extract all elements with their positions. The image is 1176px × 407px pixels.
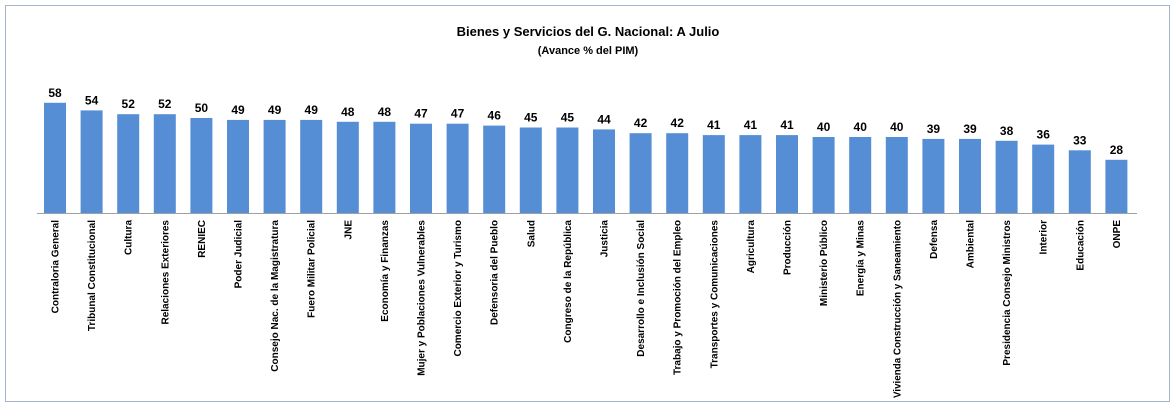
bar (885, 137, 908, 213)
x-tick-label: JNE (343, 220, 354, 240)
bar (153, 114, 176, 213)
value-label: 48 (378, 105, 392, 119)
x-tick-label: Energía y Minas (856, 220, 867, 297)
x-tick-label: Transportes y Comunicaciones (709, 220, 720, 369)
x-tick-label: Consejo Nac. de la Magistratura (270, 220, 281, 372)
x-tick-label: Defensa (929, 220, 940, 259)
bar (336, 121, 359, 213)
x-tick-label: Interior (1039, 220, 1050, 255)
value-label: 42 (671, 116, 685, 130)
bar (849, 137, 872, 213)
bar (263, 119, 286, 213)
bar (776, 135, 798, 213)
x-tick-label: Relaciones Exteriores (160, 220, 171, 325)
value-label: 41 (707, 118, 721, 132)
chart-title: Bienes y Servicios del G. Nacional: A Ju… (457, 24, 720, 39)
x-tick-label: Producción (783, 220, 794, 275)
x-tick-label: Poder Judicial (234, 220, 245, 289)
x-tick-label: Congreso de la República (563, 220, 574, 343)
bar (1105, 159, 1128, 213)
value-label: 49 (231, 103, 245, 117)
bar (922, 138, 945, 213)
value-label: 38 (1000, 124, 1014, 138)
x-tick-label: Mujer y Poblaciones Vulnerables (417, 220, 428, 376)
bar (227, 119, 249, 213)
bar (1068, 150, 1091, 213)
x-tick-label: RENIEC (197, 220, 208, 258)
x-tick-label: Trabajo y Promoción del Empleo (673, 220, 684, 375)
value-label: 44 (597, 112, 611, 126)
x-tick-label: Fuero Militar Policial (307, 220, 318, 318)
x-tick-label: Desarrollo e Inclusión Social (636, 220, 647, 357)
value-label: 45 (561, 111, 575, 125)
bar (812, 137, 835, 213)
value-label: 40 (854, 120, 868, 134)
bar (410, 123, 432, 213)
x-tick-label: Contraloria General (51, 220, 62, 314)
value-label: 52 (158, 97, 172, 111)
bar (373, 121, 396, 213)
bar (1032, 144, 1055, 213)
value-label: 39 (927, 122, 941, 136)
value-label: 52 (122, 97, 136, 111)
bar (739, 135, 762, 213)
x-tick-label: Tribunal Constitucional (87, 220, 98, 331)
value-label: 39 (963, 122, 977, 136)
value-label: 41 (744, 118, 758, 132)
bar (629, 133, 652, 213)
x-tick-label: Cultura (124, 220, 135, 255)
value-label: 54 (85, 93, 99, 107)
bar (519, 127, 542, 213)
bar (80, 110, 103, 213)
x-tick-label: ONPE (1112, 220, 1123, 249)
bar (44, 102, 66, 213)
value-label: 48 (341, 105, 355, 119)
x-tick-label: Ministerio Público (819, 220, 830, 306)
value-label: 33 (1073, 133, 1087, 147)
x-tick-label: Educación (1075, 220, 1086, 271)
bar (959, 138, 981, 213)
value-label: 40 (817, 120, 831, 134)
value-label: 58 (48, 86, 62, 100)
bar (117, 114, 140, 213)
value-label: 41 (780, 118, 794, 132)
bar (702, 135, 725, 213)
chart-subtitle: (Avance % del PIM) (538, 45, 639, 57)
bar (556, 127, 579, 213)
bar (593, 129, 615, 213)
x-tick-label: Agricultura (746, 220, 757, 274)
bar (995, 140, 1018, 213)
value-label: 36 (1037, 128, 1051, 142)
value-label: 45 (524, 111, 538, 125)
bar (300, 119, 323, 213)
bar (483, 125, 506, 213)
x-tick-label: Vivienda Construcción y Saneamiento (892, 220, 903, 398)
value-label: 49 (305, 103, 319, 117)
x-tick-label: Ambiental (966, 220, 977, 269)
value-label: 42 (634, 116, 648, 130)
chart-frame (5, 5, 1170, 402)
x-tick-label: Salud (526, 220, 537, 247)
value-label: 50 (195, 101, 209, 115)
bar (190, 118, 213, 213)
bar (446, 123, 469, 213)
value-label: 49 (268, 103, 282, 117)
x-tick-label: Economía y Finanzas (380, 220, 391, 322)
value-label: 40 (890, 120, 904, 134)
x-tick-label: Justicia (600, 220, 611, 258)
value-label: 47 (451, 107, 465, 121)
value-label: 46 (488, 109, 502, 123)
value-label: 28 (1110, 143, 1124, 157)
x-tick-label: Comercio Exterior y Turismo (453, 220, 464, 357)
bar (666, 133, 689, 213)
x-tick-label: Presidencia Consejo Ministros (1002, 220, 1013, 366)
value-label: 47 (414, 107, 428, 121)
x-tick-label: Defensoria del Pueblo (490, 220, 501, 325)
